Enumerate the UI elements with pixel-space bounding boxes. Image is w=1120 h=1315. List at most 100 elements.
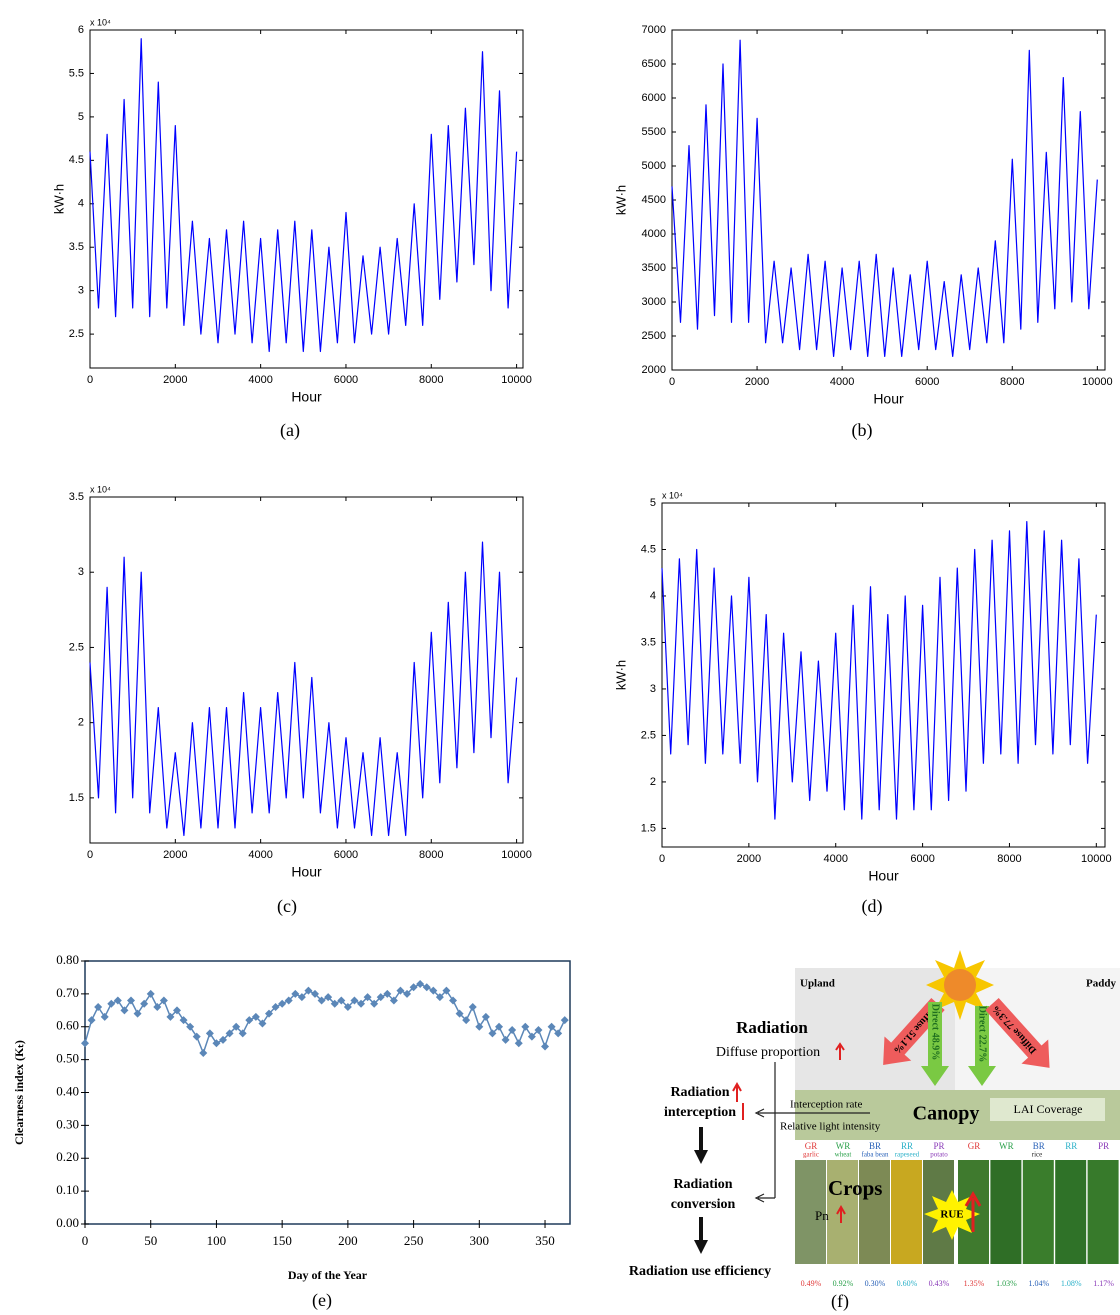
sun [926,950,994,1020]
x-axis-label: Hour [868,868,899,884]
x-tick-label: 4000 [248,374,272,386]
flow-label: interception [664,1105,736,1120]
marker [291,989,300,998]
crops-label: Crops [828,1176,882,1200]
connector [754,1062,870,1203]
rue-label: RUE [940,1209,963,1221]
x-tick-label: 4000 [830,376,854,388]
crop-photo [1022,1160,1054,1264]
marker [87,1016,96,1025]
series-line [671,39,1098,357]
marker [232,1022,241,1031]
y-tick-label: 3 [650,683,656,695]
efficiency: 0.92% [833,1279,854,1288]
marker [422,983,431,992]
marker [330,999,339,1008]
x-tick-label: 10000 [1082,376,1113,388]
x-tick-label: 6000 [334,849,358,861]
x-axis-label: Day of the Year [288,1268,368,1282]
x-tick-label: 2000 [745,376,769,388]
marker [297,993,306,1002]
marker [547,1022,556,1031]
marker [475,1022,484,1031]
marker [284,996,293,1005]
axis-multiplier: x 10⁴ [662,490,683,500]
y-tick-label: 5 [78,111,84,123]
marker [337,996,346,1005]
x-tick-label: 150 [272,1233,292,1248]
efficiency: 0.30% [865,1279,886,1288]
y-tick-label: 5 [650,497,656,509]
x-tick-label: 10000 [1081,853,1112,865]
marker [265,1009,274,1018]
caption: (c) [277,896,297,917]
radiation-title: Radiation [736,1018,808,1037]
marker [100,1012,109,1021]
marker [324,993,333,1002]
marker [258,1019,267,1028]
x-tick-label: 0 [87,849,93,861]
chart-panel: 0.00 0.10 0.20 0.30 0.40 0.50 0.60 0.70 0.80 0 50 1… [12,952,571,1311]
x-axis-label: Hour [873,391,904,407]
up-arrow [835,1042,845,1060]
y-tick-label: 3500 [642,262,666,274]
marker [317,996,326,1005]
crop-code: WR [999,1141,1014,1151]
crop-photo [859,1160,890,1264]
y-tick-label: 3 [78,566,84,578]
marker [343,1003,352,1012]
marker [508,1026,517,1035]
arrow-label: Direct 22.7% [977,1006,988,1062]
flow-label: Radiation [670,1085,729,1100]
up-arrow [836,1204,846,1223]
marker [403,989,412,998]
marker [416,980,425,989]
crop-name: rice [1032,1151,1043,1159]
y-tick-label: 7000 [642,24,666,36]
efficiency: 1.03% [996,1279,1017,1288]
series-line [89,541,518,837]
y-axis-label: kW·h [51,184,66,214]
marker [541,1042,550,1051]
crop-code: GR [805,1141,818,1151]
y-axis-label: Clearness index (Kₜ) [12,1040,26,1145]
efficiency: 1.17% [1093,1279,1114,1288]
marker [271,1003,280,1012]
y-tick-label: 1.5 [69,792,84,804]
marker [363,993,372,1002]
direct-arrow: Direct 48.9% [921,1002,949,1086]
x-tick-label: 10000 [501,849,532,861]
canopy-label: Canopy [913,1103,980,1125]
y-tick-label: 0.50 [56,1051,79,1066]
diffuse-proportion: Diffuse proportion [716,1045,820,1060]
y-tick-label: 4 [650,590,656,602]
series-line [661,521,1097,820]
marker [94,1003,103,1012]
x-tick-label: 0 [82,1233,89,1248]
efficiency: 1.08% [1061,1279,1082,1288]
y-tick-label: 0.10 [56,1182,79,1197]
x-tick-label: 8000 [419,849,443,861]
marker [225,1029,234,1038]
marker [357,999,366,1008]
marker [245,1016,254,1025]
marker [468,1003,477,1012]
crop-code: RR [901,1141,913,1151]
y-tick-label: 6000 [642,92,666,104]
caption: (e) [312,1290,332,1311]
efficiency: 0.60% [897,1279,918,1288]
marker [127,996,136,1005]
marker [527,1032,536,1041]
y-tick-label: 0.30 [56,1116,79,1131]
x-tick-label: 8000 [419,374,443,386]
x-tick-label: 0 [87,374,93,386]
marker [212,1039,221,1048]
up-arrow [732,1081,744,1120]
y-tick-label: 0.20 [56,1149,79,1164]
flow-arrow [694,1150,708,1164]
y-tick-label: 4.5 [641,543,656,555]
marker [481,1012,490,1021]
y-tick-label: 2.5 [641,729,656,741]
marker [146,989,155,998]
axis-multiplier: x 10⁴ [90,484,111,494]
